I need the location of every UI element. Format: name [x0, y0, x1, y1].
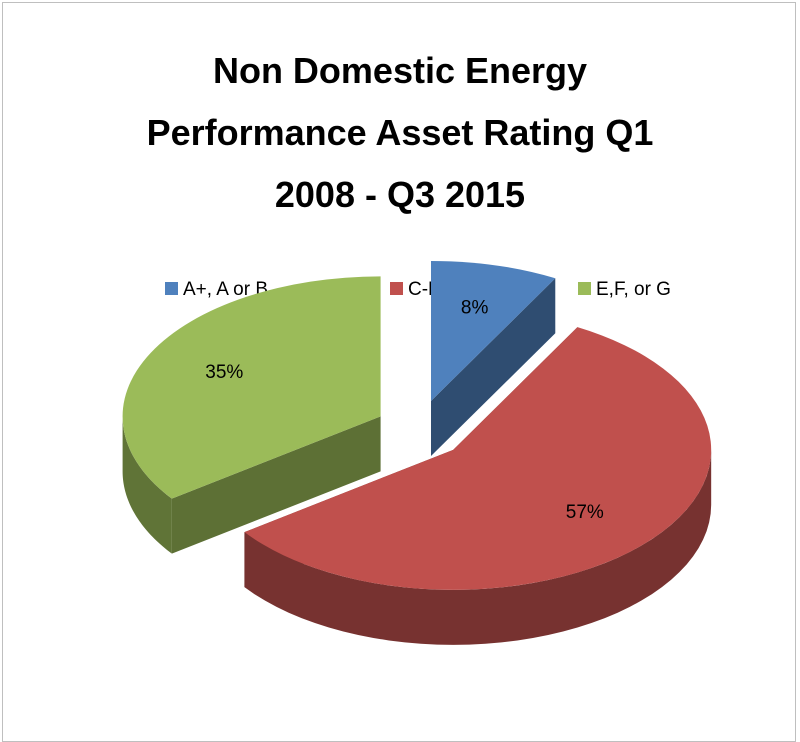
slice-wall: [171, 416, 381, 554]
legend-swatch: [578, 282, 591, 295]
data-label: 57%: [566, 502, 604, 523]
legend-label: E,F, or G: [596, 279, 671, 300]
legend-label: A+, A or B: [183, 279, 268, 300]
legend-swatch: [165, 282, 178, 295]
slice-side: [122, 416, 172, 554]
slice: [244, 327, 712, 590]
slice: [430, 260, 556, 401]
chart-title: Non Domestic Energy Performance Asset Ra…: [146, 50, 654, 215]
slice: [122, 276, 381, 499]
slice-side: [244, 449, 712, 645]
data-label: 8%: [461, 298, 489, 319]
data-label: 35%: [205, 362, 243, 383]
slice-wall: [430, 278, 556, 456]
legend-swatch: [390, 282, 403, 295]
